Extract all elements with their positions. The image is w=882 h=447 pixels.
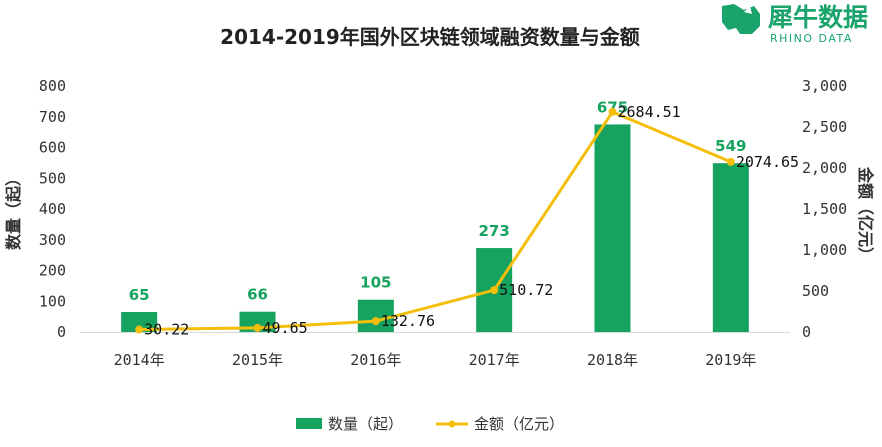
line-value-label: 30.22 xyxy=(144,321,189,339)
bar xyxy=(712,163,749,332)
y-tick-label-left: 700 xyxy=(39,108,66,126)
line-point xyxy=(253,323,262,332)
x-tick-label: 2016年 xyxy=(350,351,401,369)
y-tick-label-right: 0 xyxy=(802,323,811,341)
legend: 数量（起） 金额（亿元） xyxy=(296,415,564,433)
line-point xyxy=(726,157,735,166)
line-points xyxy=(135,107,735,334)
x-tick-label: 2017年 xyxy=(469,351,520,369)
chart-title: 2014-2019年国外区块链领域融资数量与金额 xyxy=(220,25,640,49)
line-value-label: 2074.65 xyxy=(736,153,799,171)
line-value-label: 132.76 xyxy=(381,312,435,330)
bar-value-label: 549 xyxy=(715,137,746,155)
line-value-label: 510.72 xyxy=(499,281,553,299)
y-tick-label-left: 500 xyxy=(39,169,66,187)
line-point xyxy=(490,286,499,295)
line-value-label: 2684.51 xyxy=(618,103,681,121)
x-tick-label: 2019年 xyxy=(705,351,756,369)
line-value-label: 49.65 xyxy=(263,319,308,337)
bar xyxy=(121,312,158,332)
bar-labels: 65 66 105 273 675 549 xyxy=(129,98,747,304)
amount-line xyxy=(139,110,732,331)
x-axis: 2014年 2015年 2016年 2017年 2018年 2019年 xyxy=(114,351,757,369)
logo-subtext: RHINO DATA xyxy=(770,32,853,45)
bar-value-label: 273 xyxy=(479,222,510,240)
y-tick-label-right: 2,000 xyxy=(802,159,847,177)
y-tick-label-right: 3,000 xyxy=(802,77,847,95)
line-labels: 30.22 49.65 132.76 510.72 2684.51 2074.65 xyxy=(144,103,799,339)
y-tick-label-right: 500 xyxy=(802,282,829,300)
line-point xyxy=(135,325,144,334)
y-tick-label-right: 1,500 xyxy=(802,200,847,218)
y-tick-label-left: 600 xyxy=(39,139,66,157)
y-tick-label-right: 1,000 xyxy=(802,241,847,259)
logo-text: 犀牛数据 xyxy=(768,3,868,32)
y-axis-right: 0 500 1,000 1,500 2,000 2,500 3,000 xyxy=(802,77,847,341)
y-tick-label-left: 300 xyxy=(39,231,66,249)
y-tick-label-left: 200 xyxy=(39,262,66,280)
y-tick-label-left: 0 xyxy=(57,323,66,341)
x-tick-label: 2018年 xyxy=(587,351,638,369)
line-point xyxy=(608,107,617,116)
legend-label-count: 数量（起） xyxy=(328,415,403,433)
bar-value-label: 105 xyxy=(360,274,391,292)
y-tick-label-left: 400 xyxy=(39,200,66,218)
y-axis-left: 0 100 200 300 400 500 600 700 800 xyxy=(39,77,66,341)
x-tick-label: 2014年 xyxy=(114,351,165,369)
legend-swatch-dot xyxy=(448,420,456,428)
bar xyxy=(357,299,394,332)
y-axis-label-left: 数量（起） xyxy=(4,170,23,250)
bar xyxy=(594,124,631,332)
rhino-data-logo: 犀牛数据 RHINO DATA xyxy=(722,3,868,45)
bar-value-label: 675 xyxy=(597,98,628,116)
rhino-icon xyxy=(744,6,752,14)
y-tick-label-left: 800 xyxy=(39,77,66,95)
y-axis-label-right: 金额（亿元） xyxy=(856,166,875,263)
x-tick-label: 2015年 xyxy=(232,351,283,369)
y-tick-label-right: 2,500 xyxy=(802,118,847,136)
bar-value-label: 65 xyxy=(129,286,150,304)
legend-swatch-bar xyxy=(296,418,322,429)
bar-series xyxy=(121,124,749,332)
legend-label-amount: 金额（亿元） xyxy=(474,415,564,433)
line-point xyxy=(371,317,380,326)
rhino-icon xyxy=(722,4,760,34)
y-tick-label-left: 100 xyxy=(39,292,66,310)
bar-value-label: 66 xyxy=(247,286,268,304)
